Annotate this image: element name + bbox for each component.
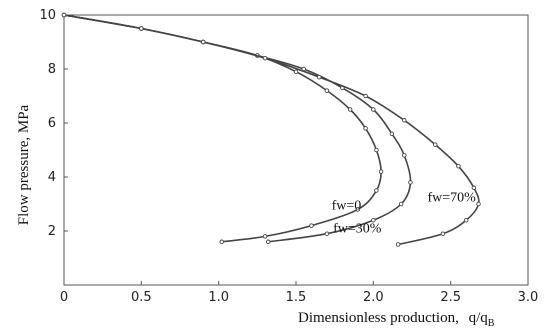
data-point-fw-0 [374, 147, 379, 153]
data-point-fw-0 [262, 234, 268, 239]
x-tick-label: 3.0 [518, 290, 539, 305]
y-axis-title: Flow pressure, MPa [16, 104, 32, 225]
data-point-fw-0 [347, 107, 353, 112]
curve-label: fw=0 [332, 198, 362, 213]
series-line-fw-70- [63, 14, 480, 246]
data-point-fw-0 [378, 169, 384, 174]
data-point-fw-70- [463, 217, 469, 223]
x-tick-label: 2.5 [440, 290, 461, 305]
y-tick-label: 4 [48, 170, 56, 185]
x-tick-label: 0 [60, 290, 68, 305]
data-point-fw-70- [476, 201, 481, 207]
data-point-fw-70- [61, 12, 67, 18]
data-point-fw-70- [440, 231, 446, 236]
data-point-fw-30- [324, 231, 330, 236]
series-group [61, 12, 481, 247]
axis-ticks: 0 0.5 1.0 1.5 2.0 2.5 3.0 2 4 6 8 10 [39, 8, 538, 305]
data-point-fw-70- [456, 163, 461, 169]
curve-labels: fw=0 fw=30% fw=70% [332, 190, 477, 236]
x-axis-title: Dimensionless production, q/qB [298, 310, 495, 329]
data-point-fw-30- [371, 217, 376, 223]
data-point-fw-0 [293, 69, 299, 74]
y-tick-label: 8 [48, 62, 56, 77]
x-axis-title-ratio: q/q [469, 310, 489, 326]
data-point-fw-30- [408, 180, 413, 185]
x-tick-label: 1.5 [286, 290, 307, 305]
data-point-fw-70- [316, 74, 322, 80]
data-point-fw-70- [471, 185, 477, 191]
y-tick-label: 10 [39, 8, 56, 23]
x-axis-title-main: Dimensionless production, [298, 310, 459, 326]
x-tick-label: 0.5 [131, 290, 152, 305]
data-point-fw-30- [371, 107, 376, 112]
data-point-fw-0 [355, 207, 361, 212]
data-point-fw-0 [374, 188, 379, 193]
x-tick-label: 1.0 [208, 290, 229, 305]
data-point-fw-70- [402, 118, 407, 123]
data-point-fw-70- [363, 93, 368, 99]
data-point-fw-70- [395, 242, 401, 247]
data-point-fw-70- [432, 142, 438, 147]
data-point-fw-70- [200, 39, 206, 45]
data-point-fw-30- [265, 239, 271, 245]
plot-frame [63, 14, 529, 286]
data-point-fw-0 [219, 239, 225, 245]
data-point-fw-0 [363, 126, 368, 131]
curve-label: fw=70% [427, 190, 476, 205]
x-tick-label: 2.0 [363, 290, 384, 305]
data-point-fw-0 [324, 88, 330, 93]
data-point-fw-70- [139, 26, 144, 31]
data-point-fw-0 [309, 223, 314, 228]
data-point-fw-30- [398, 201, 404, 207]
curve-label: fw=30% [333, 221, 382, 236]
data-point-fw-70- [262, 55, 268, 61]
plot-border [63, 14, 529, 286]
data-point-fw-30- [389, 131, 395, 137]
x-axis-title-subscript: B [488, 318, 495, 329]
data-point-fw-30- [402, 153, 407, 158]
y-tick-label: 2 [48, 224, 56, 239]
y-tick-label: 6 [48, 116, 56, 131]
